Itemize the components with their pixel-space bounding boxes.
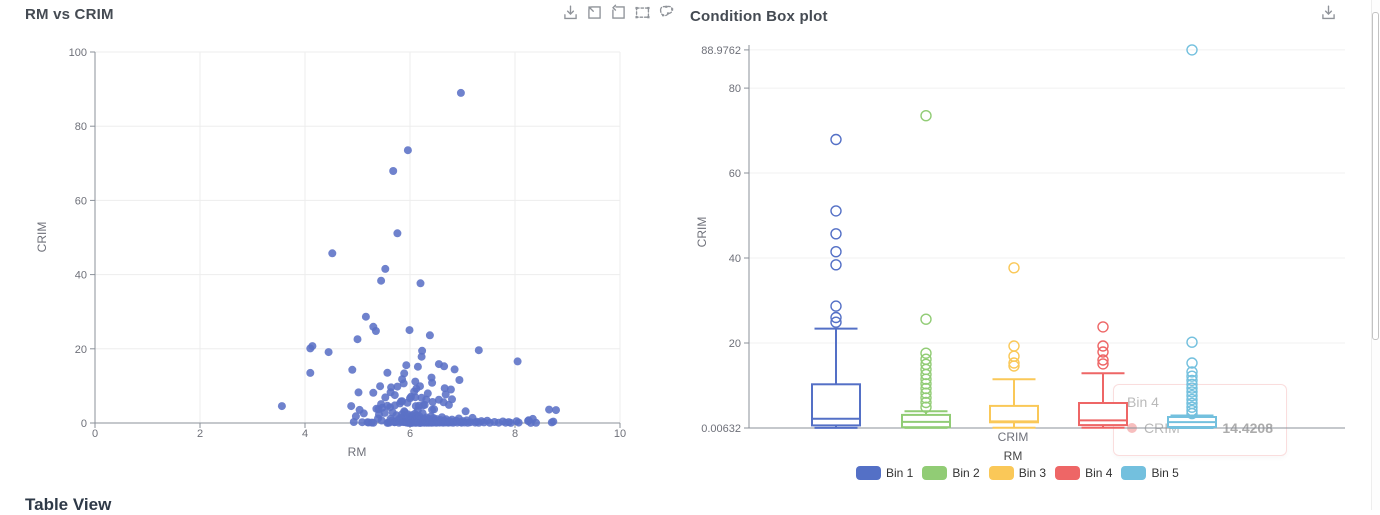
boxplot-y-axis-label: CRIM <box>695 217 709 248</box>
legend-swatch <box>856 466 881 480</box>
scatter-x-axis-label: RM <box>348 445 367 459</box>
save-as-image-icon[interactable] <box>1319 3 1338 22</box>
svg-text:80: 80 <box>729 83 741 95</box>
svg-text:40: 40 <box>729 253 741 265</box>
legend-swatch <box>988 466 1014 480</box>
scatter-chart-title: RM vs CRIM <box>25 6 114 23</box>
box-bin-1 <box>811 133 861 429</box>
svg-text:100: 100 <box>69 47 87 59</box>
restore-icon[interactable] <box>609 3 628 22</box>
legend-item-bin-1[interactable]: Bin 1 <box>856 466 913 480</box>
svg-text:88.9762: 88.9762 <box>701 45 741 57</box>
legend-item-bin-3[interactable]: Bin 3 <box>988 466 1047 480</box>
svg-text:40: 40 <box>75 270 87 282</box>
boxplot-x-axis-label: CRIM <box>998 430 1029 444</box>
box-chart-legend: Bin 1 Bin 2 Bin 3 Bin 4 Bin 5 <box>856 466 1179 480</box>
legend-label: Bin 2 <box>952 466 980 480</box>
legend-label: Bin 1 <box>886 466 914 480</box>
svg-text:20: 20 <box>75 344 87 356</box>
legend-title: RM <box>1004 449 1023 463</box>
legend-swatch <box>1055 466 1081 480</box>
scatter-points <box>277 88 560 427</box>
legend-swatch <box>1121 466 1147 480</box>
legend-label: Bin 3 <box>1018 466 1047 480</box>
scatter-y-axis-label: CRIM <box>35 222 49 253</box>
svg-text:2: 2 <box>197 428 203 440</box>
legend-label: Bin 5 <box>1151 466 1179 480</box>
table-view-heading: Table View <box>25 495 112 514</box>
legend-item-bin-4[interactable]: Bin 4 <box>1055 466 1112 480</box>
legend-item-bin-2[interactable]: Bin 2 <box>922 466 980 480</box>
save-as-image-icon[interactable] <box>561 3 580 22</box>
box-bin-5 <box>1167 44 1217 429</box>
rect-brush-select-icon[interactable] <box>633 3 652 22</box>
box-bin-4 <box>1078 321 1128 429</box>
zoom-box-select-icon[interactable] <box>585 3 604 22</box>
svg-text:0: 0 <box>92 428 98 440</box>
svg-text:0: 0 <box>81 418 87 430</box>
svg-text:60: 60 <box>75 195 87 207</box>
vertical-scrollbar-thumb[interactable] <box>1372 12 1379 340</box>
box-chart-title: Condition Box plot <box>690 8 828 25</box>
scatter-chart-toolbar <box>561 3 676 22</box>
box-bin-2 <box>901 109 951 429</box>
svg-text:0.00632: 0.00632 <box>701 423 741 435</box>
svg-text:10: 10 <box>614 428 626 440</box>
svg-text:60: 60 <box>729 168 741 180</box>
svg-text:6: 6 <box>407 428 413 440</box>
boxplot-plot-area: 88.9762 80 60 40 20 0.00632 CRIM CRIM RM <box>695 44 1345 463</box>
svg-text:4: 4 <box>302 428 308 440</box>
svg-text:80: 80 <box>75 121 87 133</box>
legend-swatch <box>922 466 948 480</box>
box-bin-3 <box>989 262 1039 429</box>
legend-item-bin-5[interactable]: Bin 5 <box>1121 466 1179 480</box>
legend-label: Bin 4 <box>1085 466 1113 480</box>
polygon-brush-select-icon[interactable] <box>657 3 676 22</box>
tooltip-bin-name: Bin 4 <box>1127 394 1159 410</box>
svg-text:20: 20 <box>729 338 741 350</box>
box-chart-toolbar <box>1319 3 1338 22</box>
svg-text:8: 8 <box>512 428 518 440</box>
